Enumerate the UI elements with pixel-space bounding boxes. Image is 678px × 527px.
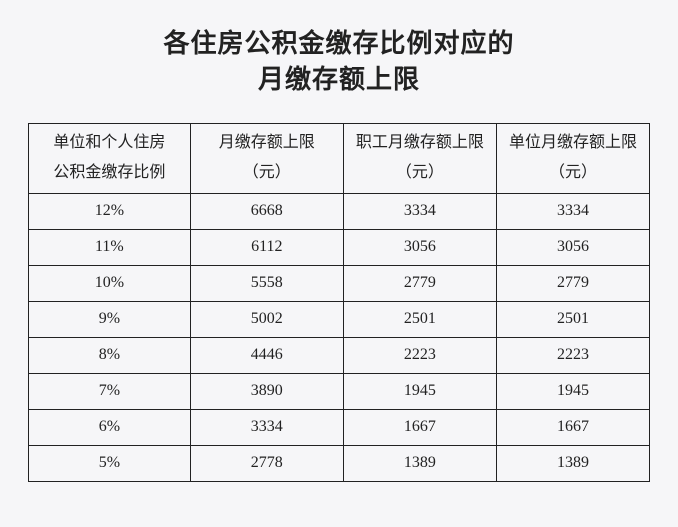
table-row: 12%666833343334 xyxy=(29,193,650,229)
table-cell: 3890 xyxy=(190,373,343,409)
table-cell: 10% xyxy=(29,265,191,301)
col-header-line: 公积金缴存比例 xyxy=(29,158,190,188)
col-header-line: 单位月缴存额上限 xyxy=(497,128,649,158)
col-header-line: （元） xyxy=(191,158,343,188)
table-cell: 7% xyxy=(29,373,191,409)
table-cell: 2501 xyxy=(343,301,496,337)
contribution-table: 单位和个人住房 公积金缴存比例 月缴存额上限 （元） 职工月缴存额上限 （元） … xyxy=(28,123,650,482)
table-body: 12%66683334333411%61123056305610%5558277… xyxy=(29,193,650,481)
table-cell: 1389 xyxy=(343,445,496,481)
col-header-monthly-cap: 月缴存额上限 （元） xyxy=(190,123,343,193)
table-row: 8%444622232223 xyxy=(29,337,650,373)
col-header-line: 月缴存额上限 xyxy=(191,128,343,158)
table-cell: 1667 xyxy=(496,409,649,445)
table-cell: 5558 xyxy=(190,265,343,301)
table-cell: 3334 xyxy=(190,409,343,445)
table-cell: 2779 xyxy=(343,265,496,301)
col-header-ratio: 单位和个人住房 公积金缴存比例 xyxy=(29,123,191,193)
table-cell: 1945 xyxy=(343,373,496,409)
col-header-line: （元） xyxy=(344,158,496,188)
table-row: 10%555827792779 xyxy=(29,265,650,301)
table-cell: 3334 xyxy=(343,193,496,229)
col-header-employee-cap: 职工月缴存额上限 （元） xyxy=(343,123,496,193)
table-cell: 6112 xyxy=(190,229,343,265)
table-row: 7%389019451945 xyxy=(29,373,650,409)
table-cell: 2501 xyxy=(496,301,649,337)
table-cell: 2779 xyxy=(496,265,649,301)
table-cell: 4446 xyxy=(190,337,343,373)
table-cell: 2223 xyxy=(343,337,496,373)
table-cell: 5002 xyxy=(190,301,343,337)
table-row: 5%277813891389 xyxy=(29,445,650,481)
table-cell: 9% xyxy=(29,301,191,337)
title-line-1: 各住房公积金缴存比例对应的 xyxy=(28,26,650,62)
table-cell: 1667 xyxy=(343,409,496,445)
table-cell: 6668 xyxy=(190,193,343,229)
col-header-employer-cap: 单位月缴存额上限 （元） xyxy=(496,123,649,193)
page-title: 各住房公积金缴存比例对应的 月缴存额上限 xyxy=(28,26,650,99)
table-header-row: 单位和个人住房 公积金缴存比例 月缴存额上限 （元） 职工月缴存额上限 （元） … xyxy=(29,123,650,193)
table-cell: 3056 xyxy=(343,229,496,265)
table-cell: 1389 xyxy=(496,445,649,481)
table-cell: 6% xyxy=(29,409,191,445)
col-header-line: 职工月缴存额上限 xyxy=(344,128,496,158)
table-cell: 8% xyxy=(29,337,191,373)
table-cell: 12% xyxy=(29,193,191,229)
table-cell: 3056 xyxy=(496,229,649,265)
col-header-line: （元） xyxy=(497,158,649,188)
table-cell: 2223 xyxy=(496,337,649,373)
table-row: 9%500225012501 xyxy=(29,301,650,337)
title-line-2: 月缴存额上限 xyxy=(28,62,650,98)
table-row: 11%611230563056 xyxy=(29,229,650,265)
col-header-line: 单位和个人住房 xyxy=(29,128,190,158)
table-cell: 11% xyxy=(29,229,191,265)
table-cell: 2778 xyxy=(190,445,343,481)
table-cell: 5% xyxy=(29,445,191,481)
table-cell: 1945 xyxy=(496,373,649,409)
table-row: 6%333416671667 xyxy=(29,409,650,445)
table-cell: 3334 xyxy=(496,193,649,229)
